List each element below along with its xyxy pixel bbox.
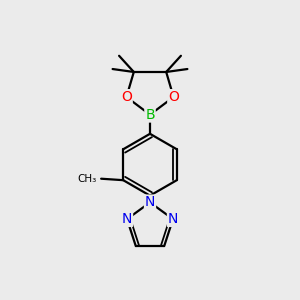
Text: B: B	[145, 108, 155, 122]
Text: O: O	[168, 90, 179, 104]
Text: CH₃: CH₃	[77, 174, 97, 184]
Text: N: N	[168, 212, 178, 226]
Text: N: N	[145, 195, 155, 209]
Text: N: N	[122, 212, 132, 226]
Text: O: O	[121, 90, 132, 104]
